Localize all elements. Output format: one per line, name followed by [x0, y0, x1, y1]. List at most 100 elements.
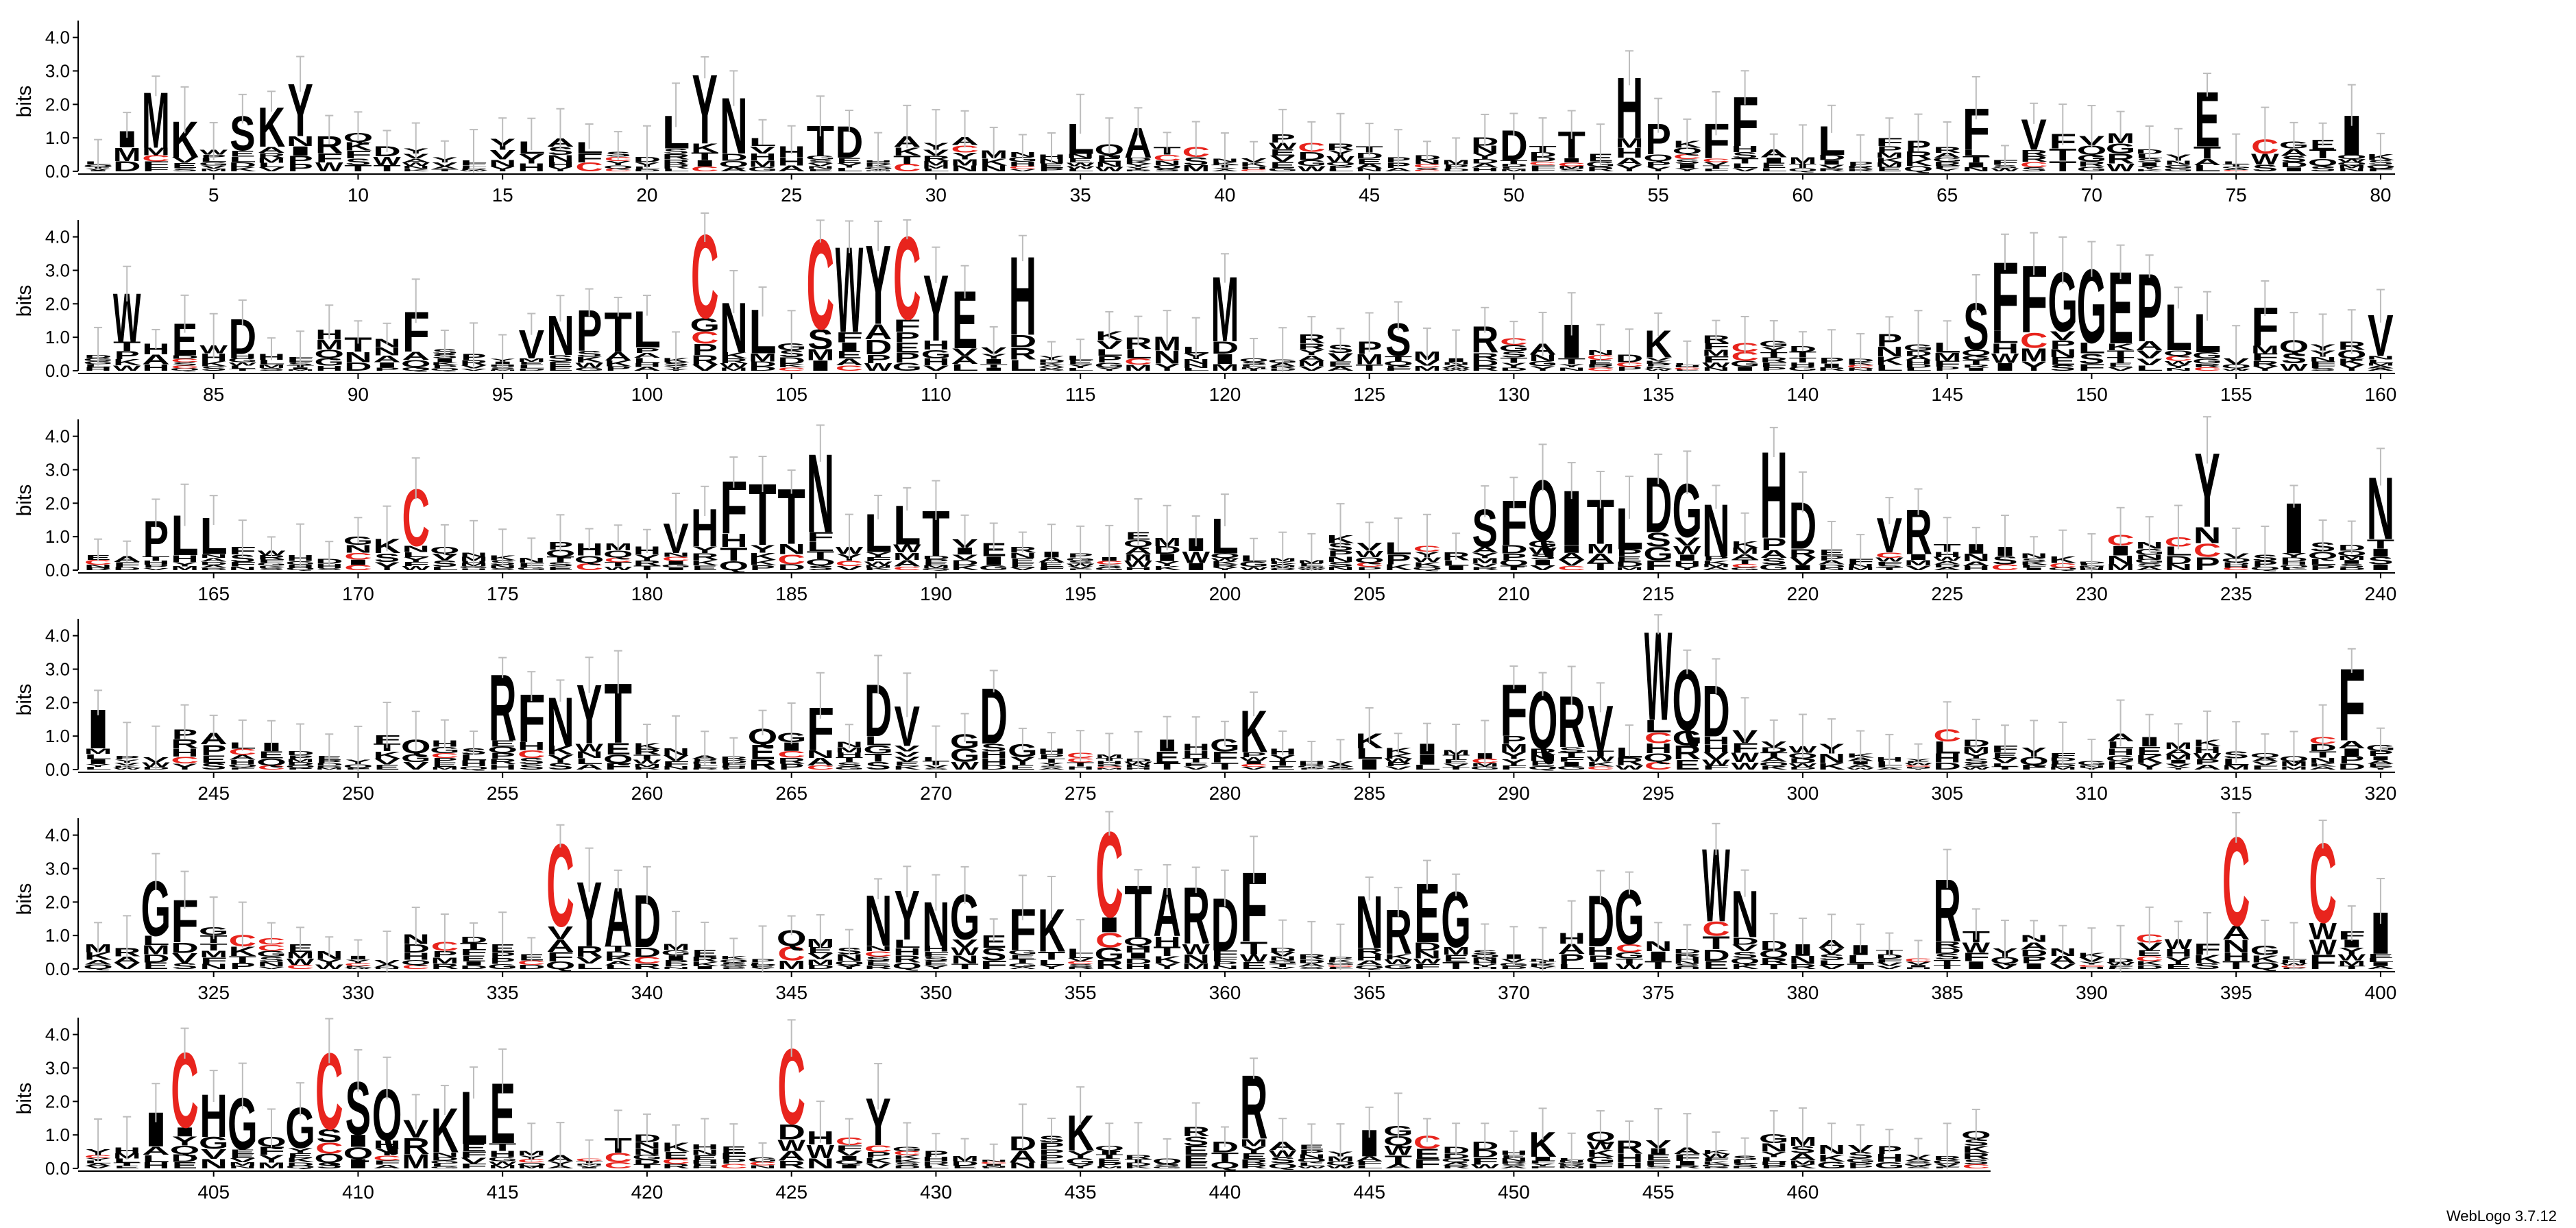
residue-glyph: M: [489, 369, 517, 371]
logo-column: CRECN: [1587, 323, 1614, 371]
residue-glyph: V: [1010, 567, 1036, 571]
logo-column: FQHACL: [228, 719, 258, 770]
residue-glyph: T: [2049, 145, 2077, 164]
residue-glyph: S: [1675, 158, 1700, 165]
residue-glyph: G: [2163, 164, 2194, 169]
residue-glyph: L: [1875, 765, 1904, 768]
logo-column: NKM: [980, 126, 1008, 173]
residue-glyph: Q: [401, 358, 431, 369]
residue-glyph: C: [1124, 356, 1152, 367]
residue-glyph: T: [142, 555, 170, 562]
residue-glyph: I: [1818, 159, 1845, 166]
residue-glyph: I: [1789, 563, 1816, 572]
logo-column: GIE: [979, 522, 1009, 572]
residue-glyph: R: [84, 567, 112, 572]
residue-glyph: P: [201, 741, 226, 758]
residue-glyph: N: [1904, 767, 1932, 769]
residue-glyph: N: [1818, 751, 1846, 765]
residue-glyph: V: [143, 567, 169, 571]
residue-glyph: A: [1818, 559, 1846, 565]
logo-column: WLQNPE: [1297, 1123, 1326, 1169]
residue-glyph: K: [777, 363, 805, 369]
residue-glyph: I: [1673, 162, 1701, 169]
logo-column: MYQKRH: [863, 132, 893, 171]
residue-glyph: A: [199, 557, 228, 563]
residue-glyph: P: [1877, 145, 1902, 154]
x-tick-label: 5: [208, 184, 219, 206]
x-tick-label: 275: [1065, 783, 1097, 804]
residue-glyph: G: [1730, 359, 1760, 369]
residue-glyph: W: [1067, 166, 1095, 170]
residue-glyph: K: [1385, 563, 1413, 572]
logo-column: WYN: [315, 936, 343, 970]
residue-glyph: C: [2194, 540, 2222, 561]
logo-rows: bits0.01.02.03.04.0IVTQLDMIFFCMMSEVKMVGL…: [13, 21, 2396, 1203]
residue-glyph: G: [1499, 343, 1529, 353]
residue-glyph: Y: [836, 162, 862, 169]
residue-glyph: G: [2135, 558, 2165, 565]
residue-glyph: W: [373, 154, 402, 168]
residue-glyph: F: [2367, 167, 2394, 172]
residue-glyph: E: [489, 368, 515, 370]
logo-column: WRL: [1616, 724, 1644, 771]
y-tick-label: 1.0: [45, 327, 70, 347]
residue-glyph: K: [893, 145, 921, 158]
residue-glyph: D: [720, 151, 748, 162]
logo-column: HCYVK: [2078, 927, 2106, 970]
residue-glyph: G: [950, 746, 980, 766]
residue-glyph: H: [315, 364, 343, 372]
residue-glyph: M: [315, 768, 343, 770]
residue-glyph: G: [1094, 361, 1124, 369]
residue-glyph: V: [895, 750, 920, 759]
residue-glyph: L: [460, 753, 487, 763]
residue-glyph: D: [1471, 358, 1499, 367]
residue-glyph: K: [2135, 169, 2163, 172]
residue-glyph: Q: [2077, 143, 2107, 157]
residue-glyph: S: [519, 763, 544, 771]
residue-glyph: M: [836, 746, 864, 754]
x-tick-label: 230: [2076, 583, 2108, 604]
logo-column: PENH: [1038, 132, 1065, 173]
x-tick-label: 130: [1498, 384, 1530, 405]
residue-glyph: A: [777, 164, 805, 173]
y-tick-label: 2.0: [45, 1091, 70, 1112]
residue-glyph: T: [1789, 356, 1817, 364]
logo-column: CQH: [574, 528, 604, 572]
residue-glyph: N: [1847, 369, 1875, 371]
logo-column: PCD: [1616, 328, 1643, 372]
x-tick-label: 400: [2365, 982, 2397, 1003]
residue-glyph: S: [1038, 765, 1064, 768]
residue-glyph: N: [2165, 562, 2193, 572]
residue-glyph: A: [1963, 560, 1991, 567]
logo-column: WWANI: [1442, 329, 1470, 371]
x-tick-label: 305: [1931, 783, 1963, 804]
residue-glyph: R: [720, 357, 748, 365]
residue-glyph: E: [836, 156, 862, 164]
y-tick-label: 1.0: [45, 127, 70, 148]
residue-glyph: E: [230, 149, 255, 158]
logo-column: LECGKP: [1326, 923, 1355, 970]
residue-glyph: A: [1355, 163, 1383, 170]
logo-column: CHKV: [1240, 140, 1267, 172]
residue-glyph: N: [84, 564, 112, 569]
residue-glyph: F: [1731, 741, 1759, 756]
x-tick-label: 365: [1353, 982, 1385, 1003]
logo-column: RVAKDY: [1038, 341, 1066, 371]
